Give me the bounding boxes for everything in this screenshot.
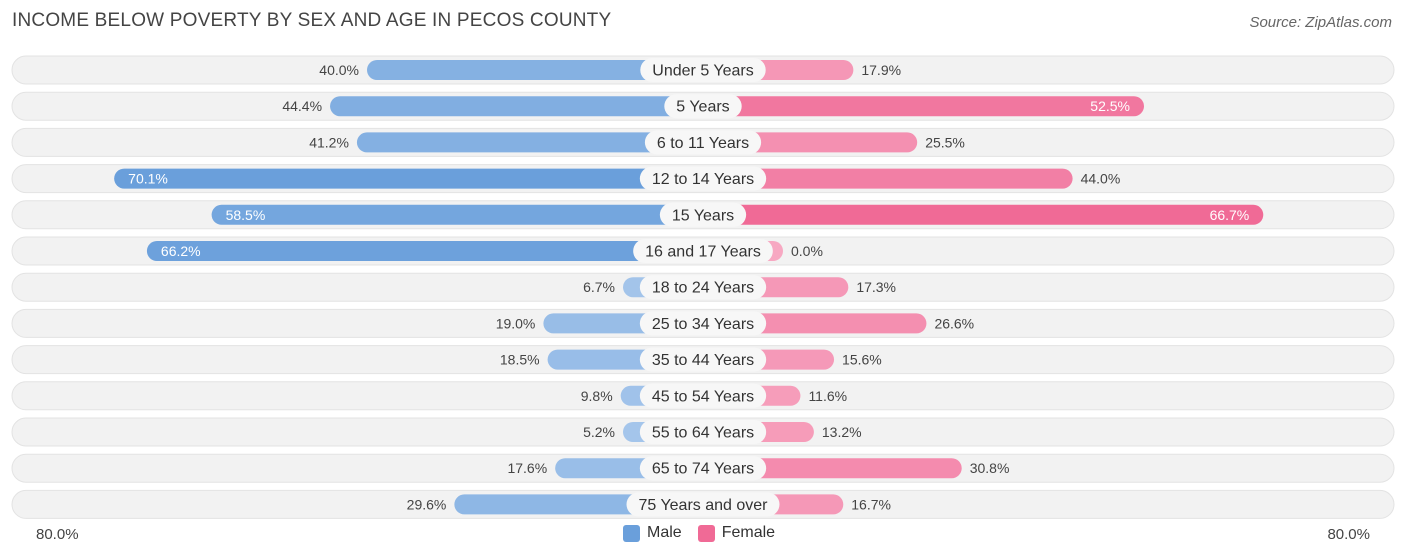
value-label-male: 70.1% xyxy=(128,171,168,187)
value-label-male: 58.5% xyxy=(226,207,266,223)
bar-male xyxy=(114,168,703,189)
category-label: 15 Years xyxy=(672,207,734,224)
value-label-male: 40.0% xyxy=(319,62,359,78)
value-label-male: 44.4% xyxy=(282,98,322,114)
value-label-male: 5.2% xyxy=(583,424,615,440)
axis-left-label: 80.0% xyxy=(36,526,79,543)
category-label: Under 5 Years xyxy=(652,63,753,80)
bar-male xyxy=(330,96,703,117)
value-label-male: 66.2% xyxy=(161,243,201,259)
value-label-female: 16.7% xyxy=(851,496,891,512)
legend-swatch-male xyxy=(623,524,640,542)
category-label: 12 to 14 Years xyxy=(652,171,754,188)
category-label-pill xyxy=(639,166,767,191)
chart-title: INCOME BELOW POVERTY BY SEX AND AGE IN P… xyxy=(12,10,612,31)
value-label-female: 11.6% xyxy=(808,388,847,404)
category-label: 55 to 64 Years xyxy=(652,425,754,442)
bar-female xyxy=(703,168,1073,189)
category-label-pill xyxy=(664,94,742,119)
category-label: 45 to 54 Years xyxy=(652,388,754,405)
value-label-male: 17.6% xyxy=(507,460,547,476)
value-label-female: 30.8% xyxy=(970,460,1010,476)
legend-item-male: Male xyxy=(623,524,682,542)
legend-swatch-female xyxy=(697,524,715,542)
bar-female xyxy=(703,458,962,479)
value-label-female: 44.0% xyxy=(1081,171,1121,187)
value-label-female: 13.2% xyxy=(822,424,862,440)
value-label-female: 15.6% xyxy=(842,352,882,368)
category-label-pill xyxy=(640,58,766,82)
bar-female xyxy=(703,204,1264,225)
value-label-female: 66.7% xyxy=(1210,207,1250,223)
category-label-pill xyxy=(639,383,767,408)
axis-right-label: 80.0% xyxy=(1327,526,1370,543)
bar-female xyxy=(703,96,1144,117)
value-label-female: 17.3% xyxy=(856,279,896,295)
category-label-pill xyxy=(639,456,767,481)
value-label-female: 25.5% xyxy=(925,134,965,150)
category-label: 6 to 11 Years xyxy=(657,135,749,152)
bar-male xyxy=(356,132,703,153)
category-label-pill xyxy=(639,311,767,336)
source-label: Source: ZipAtlas.com xyxy=(1249,14,1392,31)
value-label-male: 29.6% xyxy=(407,496,447,512)
value-label-male: 41.2% xyxy=(309,134,349,150)
legend: Male Female xyxy=(623,524,791,542)
bar-male xyxy=(211,204,703,225)
value-label-male: 18.5% xyxy=(500,352,540,368)
category-label-pill xyxy=(639,420,767,444)
category-label: 18 to 24 Years xyxy=(652,280,754,297)
category-label: 5 Years xyxy=(676,99,729,116)
value-label-female: 0.0% xyxy=(791,243,823,259)
category-label-pill xyxy=(633,239,773,263)
category-label-pill xyxy=(639,347,767,372)
legend-item-female: Female xyxy=(697,524,776,542)
bar-male xyxy=(367,60,703,80)
legend-label-male: Male xyxy=(647,524,682,541)
category-label-pill xyxy=(644,130,762,155)
value-label-male: 6.7% xyxy=(583,279,615,295)
category-label: 35 to 44 Years xyxy=(652,352,754,369)
diverging-bar-chart: Under 5 Years 40.0% 17.9% 5 Years 44.4% 52.5%… xyxy=(11,55,1395,519)
category-label-pill xyxy=(639,275,767,300)
category-label: 16 and 17 Years xyxy=(645,244,761,261)
value-label-female: 17.9% xyxy=(861,62,901,78)
category-label: 25 to 34 Years xyxy=(652,316,754,333)
value-label-female: 52.5% xyxy=(1090,98,1130,114)
category-label-pill xyxy=(626,492,780,517)
legend-label-female: Female xyxy=(721,524,776,541)
value-label-male: 19.0% xyxy=(496,315,536,331)
category-label: 65 to 74 Years xyxy=(652,461,754,478)
category-label: 75 Years and over xyxy=(639,497,769,514)
category-label-pill xyxy=(659,202,747,227)
value-label-male: 9.8% xyxy=(581,388,613,404)
value-label-female: 26.6% xyxy=(934,315,974,331)
bar-male xyxy=(146,241,704,261)
